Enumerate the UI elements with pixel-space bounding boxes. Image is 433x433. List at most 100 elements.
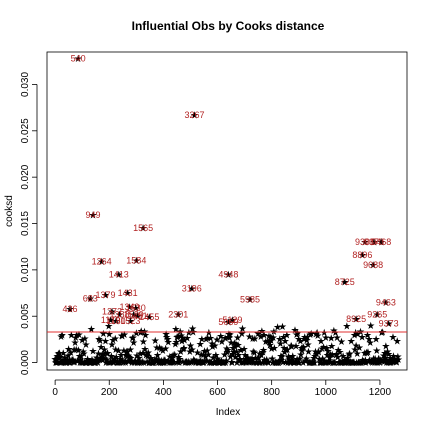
obs-label: 5069 (218, 317, 238, 327)
data-point: ★ (249, 347, 258, 358)
data-point: ★ (189, 355, 198, 366)
data-point: ★ (253, 358, 262, 369)
data-point: ★ (260, 356, 269, 367)
data-point: ★ (77, 358, 86, 369)
data-point: ★ (261, 337, 270, 348)
data-point: ★ (266, 341, 275, 352)
data-point: ★ (341, 356, 350, 367)
data-point: ★ (364, 357, 373, 368)
data-point: ★ (118, 331, 127, 342)
data-point: ★ (351, 345, 360, 356)
data-point: ★ (52, 355, 61, 366)
influential-point: ★ (101, 290, 110, 301)
obs-label: 1451 (128, 311, 148, 321)
data-point: ★ (116, 354, 125, 365)
data-point: ★ (392, 357, 401, 368)
data-point: ★ (300, 335, 309, 346)
data-point: ★ (363, 330, 372, 341)
data-point: ★ (84, 357, 93, 368)
data-point: ★ (267, 344, 276, 355)
data-point: ★ (186, 341, 195, 352)
data-point: ★ (344, 358, 353, 369)
data-point: ★ (77, 352, 86, 363)
data-point: ★ (100, 345, 109, 356)
data-point: ★ (60, 353, 69, 364)
data-point: ★ (87, 355, 96, 366)
data-point: ★ (241, 351, 250, 362)
data-point: ★ (211, 351, 220, 362)
data-point: ★ (157, 356, 166, 367)
data-point: ★ (256, 358, 265, 369)
data-point: ★ (123, 347, 132, 358)
data-point: ★ (368, 357, 377, 368)
data-point: ★ (244, 358, 253, 369)
data-point: ★ (385, 358, 394, 369)
data-point: ★ (338, 358, 347, 369)
data-point: ★ (195, 358, 204, 369)
data-point: ★ (161, 356, 170, 367)
data-point: ★ (345, 349, 354, 360)
data-point: ★ (310, 352, 319, 363)
data-point: ★ (282, 345, 291, 356)
data-point: ★ (387, 356, 396, 367)
data-point: ★ (302, 354, 311, 365)
data-point: ★ (201, 352, 210, 363)
data-point: ★ (218, 358, 227, 369)
data-point: ★ (136, 349, 145, 360)
data-point: ★ (168, 358, 177, 369)
data-point: ★ (136, 328, 145, 339)
data-point: ★ (188, 324, 197, 335)
data-point: ★ (309, 353, 318, 364)
data-point: ★ (117, 350, 126, 361)
data-point: ★ (379, 356, 388, 367)
data-point: ★ (301, 356, 310, 367)
data-point: ★ (112, 358, 121, 369)
obs-label: 4948 (218, 270, 238, 280)
data-point: ★ (328, 350, 337, 361)
data-point: ★ (332, 351, 341, 362)
data-point: ★ (92, 353, 101, 364)
data-point: ★ (386, 354, 395, 365)
data-point: ★ (156, 358, 165, 369)
data-point: ★ (117, 331, 126, 342)
data-point: ★ (259, 348, 268, 359)
obs-label: 1565 (133, 223, 153, 233)
data-point: ★ (222, 356, 231, 367)
data-point: ★ (51, 358, 60, 369)
data-point: ★ (359, 357, 368, 368)
data-point: ★ (102, 358, 111, 369)
data-point: ★ (81, 358, 90, 369)
data-point: ★ (73, 356, 82, 367)
data-point: ★ (75, 352, 84, 363)
bulk-points-group: ★★★★★★★★★★★★★★★★★★★★★★★★★★★★★★★★★★★★★★★★… (51, 321, 403, 369)
influential-point: ★ (131, 303, 140, 314)
influential-point: ★ (125, 302, 134, 313)
data-point: ★ (348, 358, 357, 369)
data-point: ★ (380, 357, 389, 368)
data-point: ★ (229, 344, 238, 355)
data-point: ★ (337, 337, 346, 348)
data-point: ★ (131, 358, 140, 369)
data-point: ★ (388, 357, 397, 368)
influential-point: ★ (369, 261, 378, 272)
data-point: ★ (71, 333, 80, 344)
data-point: ★ (200, 358, 209, 369)
data-point: ★ (194, 358, 203, 369)
data-point: ★ (365, 356, 374, 367)
data-point: ★ (358, 355, 367, 366)
data-point: ★ (147, 358, 156, 369)
data-point: ★ (215, 358, 224, 369)
data-point: ★ (278, 322, 287, 333)
data-point: ★ (382, 356, 391, 367)
influential-point: ★ (174, 310, 183, 321)
data-point: ★ (129, 338, 138, 349)
influential-point: ★ (112, 316, 121, 327)
data-point: ★ (341, 358, 350, 369)
data-point: ★ (302, 336, 311, 347)
data-point: ★ (272, 358, 281, 369)
data-point: ★ (318, 354, 327, 365)
data-point: ★ (61, 357, 70, 368)
data-point: ★ (250, 348, 259, 359)
data-point: ★ (237, 329, 246, 340)
data-point: ★ (83, 358, 92, 369)
